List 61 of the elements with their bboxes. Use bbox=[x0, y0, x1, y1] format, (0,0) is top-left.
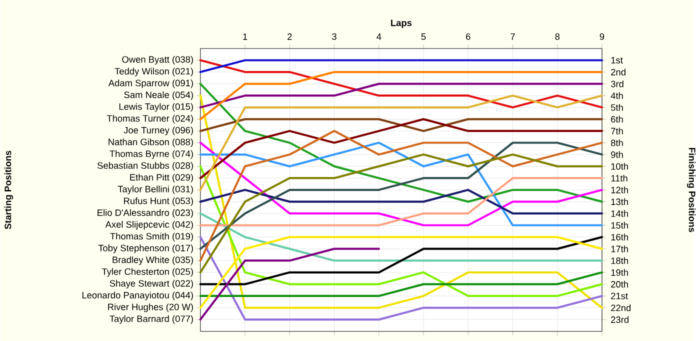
series-label: Bradley White (035) bbox=[112, 256, 193, 265]
y-tick-label: 17th bbox=[611, 245, 628, 252]
series-label: Thomas Byrne (074) bbox=[110, 150, 193, 159]
y-tick-label: 23rd bbox=[611, 316, 628, 323]
x-tick-label: 7 bbox=[510, 33, 515, 40]
x-tick-label: 3 bbox=[332, 33, 336, 40]
y-tick-label: 4th bbox=[610, 92, 623, 99]
text: Starting Positions bbox=[4, 150, 14, 230]
series-label: Teddy Wilson (021) bbox=[114, 68, 193, 76]
series-label: Joe Turney (096) bbox=[124, 126, 193, 136]
series-label: River Hughes (20 W) bbox=[108, 303, 193, 312]
line-series bbox=[199, 82, 604, 203]
y-tick-label: 1st bbox=[611, 56, 623, 64]
y-tick-label: 10th bbox=[611, 162, 628, 170]
y-tick-label: 12th bbox=[611, 186, 628, 194]
x-tick-label: 1 bbox=[243, 33, 248, 40]
series-label: Nathan Gibson (088) bbox=[108, 138, 193, 147]
series-label: Taylor Bellini (031) bbox=[118, 185, 193, 194]
y-tick-label: 9th bbox=[611, 151, 623, 158]
series-label: Rufus Hunt (053) bbox=[124, 197, 193, 206]
x-tick-label: 2 bbox=[288, 33, 292, 40]
series-label: Ethan Pitt (029) bbox=[130, 174, 193, 182]
series-label: Leonardo Panayiotou (044) bbox=[82, 292, 193, 300]
series-label: Taylor Barnard (077) bbox=[110, 315, 193, 324]
y-tick-label: 6th bbox=[611, 116, 623, 122]
y-tick-label: 2nd bbox=[611, 68, 626, 76]
series-label: Adam Sparrow (091) bbox=[108, 79, 193, 88]
y-tick-label: 7th bbox=[611, 127, 623, 134]
line-series bbox=[199, 153, 604, 274]
y-tick-label: 3rd bbox=[610, 80, 624, 88]
y-tick-label: 8th bbox=[610, 139, 623, 146]
y-tick-label: 18th bbox=[611, 257, 628, 264]
y-tick-label: 14th bbox=[611, 210, 628, 217]
y-tick-label: 13th bbox=[611, 198, 628, 205]
x-tick-label: 6 bbox=[466, 33, 470, 40]
y-tick-label: 5th bbox=[610, 104, 623, 111]
line-series bbox=[199, 130, 604, 262]
x-tick-label: 5 bbox=[421, 33, 426, 40]
series-label: Sebastian Stubbs (028) bbox=[98, 162, 193, 171]
series-label: Tyler Chesterton (025) bbox=[102, 268, 193, 277]
y-tick-label: 22nd bbox=[611, 304, 631, 312]
x-tick-label: 4 bbox=[376, 33, 382, 40]
y-tick-label: 16th bbox=[611, 234, 628, 240]
series-label: Sam Neale (054) bbox=[124, 91, 193, 100]
y-tick-label: 20th bbox=[611, 280, 628, 288]
y-tick-label: 19th bbox=[611, 268, 628, 276]
series-label: Thomas Turner (024) bbox=[106, 114, 193, 124]
x-axis-title: Laps bbox=[391, 20, 412, 28]
series-label: Thomas Smith (019) bbox=[110, 232, 193, 242]
series-label: Owen Byatt (038) bbox=[122, 56, 193, 64]
x-tick-label: 8 bbox=[555, 33, 560, 40]
y-tick-label: 11th bbox=[611, 174, 628, 182]
text: Finishing Positions bbox=[686, 148, 696, 232]
series-label: Lewis Taylor (015) bbox=[119, 102, 193, 112]
series-label: Shaye Stewart (022) bbox=[110, 280, 193, 288]
series-label: Elio D'Alessandro (023) bbox=[98, 209, 193, 218]
x-tick-label: 9 bbox=[600, 33, 604, 40]
y-tick-label: 15th bbox=[611, 222, 628, 229]
series-label: Axel Slijepcevic (042) bbox=[105, 220, 193, 230]
y-tick-label: 21st bbox=[611, 292, 628, 300]
series-label: Toby Stephenson (017) bbox=[98, 244, 193, 254]
